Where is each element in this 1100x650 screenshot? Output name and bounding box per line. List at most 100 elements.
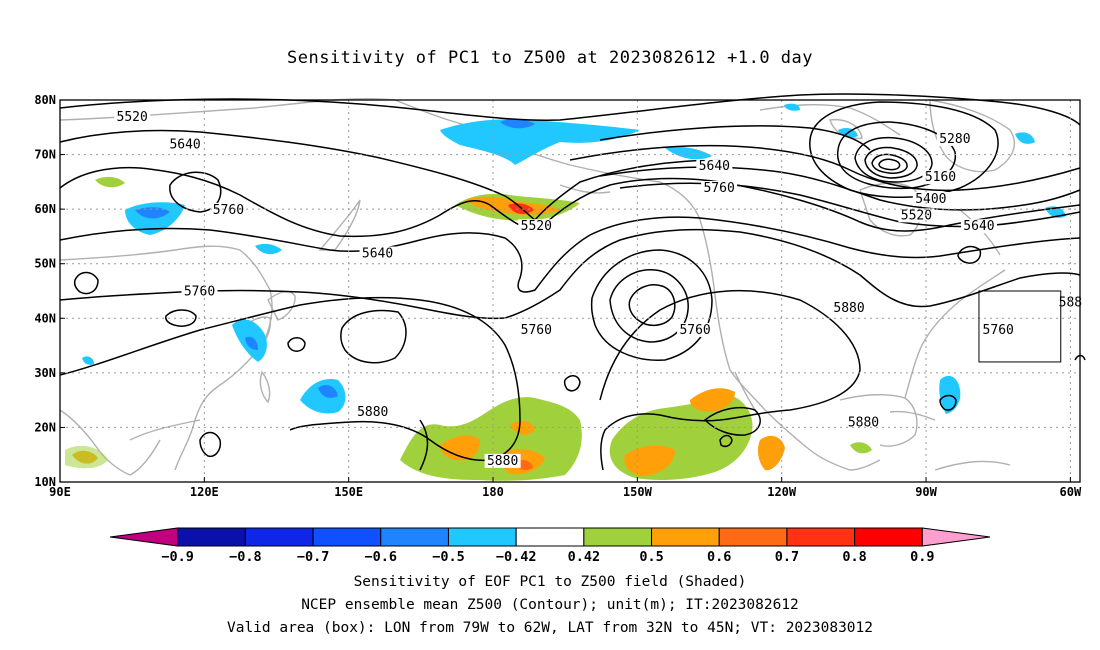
lat-label: 70N (34, 148, 56, 162)
caption-shaded: Sensitivity of EOF PC1 to Z500 field (Sh… (353, 574, 747, 590)
lon-label: 120W (767, 485, 797, 499)
contour-label: 5640 (362, 247, 393, 262)
contour-label-bg (210, 202, 247, 217)
colorbar-segment (177, 527, 246, 547)
colorbar-segment (244, 527, 314, 547)
contour-label: 588 (1059, 296, 1082, 311)
contour-labels: 5520 5640 5760 5640 5760 5520 5760 5880 5880 5760… (114, 110, 1085, 469)
lat-label: 20N (34, 420, 56, 434)
colorbar-segment (109, 527, 179, 547)
contour-label-bg (518, 219, 555, 234)
contour-label: 5760 (521, 323, 552, 338)
colorbar-segment (515, 527, 585, 547)
colorbar-segment (854, 527, 923, 547)
contour-label: 5160 (925, 170, 956, 185)
lon-label: 150E (334, 485, 363, 499)
colorbar-segment (583, 527, 653, 547)
colorbar-label: −0.5 (432, 549, 465, 565)
colorbar-label: −0.9 (161, 549, 194, 565)
contour-label-bg (677, 322, 714, 337)
map-frame (59, 99, 1081, 483)
lon-label: 150W (623, 485, 653, 499)
colorbar-segment (786, 527, 856, 547)
colorbar-label: −0.8 (229, 549, 262, 565)
lat-label: 40N (34, 311, 56, 325)
contour-label: 5760 (703, 181, 734, 196)
contour-label-bg (518, 322, 555, 337)
contour-label-bg (845, 415, 882, 430)
caption-contour: NCEP ensemble mean Z500 (Contour); unit(… (301, 597, 799, 613)
contour-label-bg (831, 301, 868, 316)
contour-label-bg (922, 170, 959, 185)
contour-label-bg (696, 159, 733, 174)
z500-contours (59, 93, 1086, 471)
lon-label: 90E (49, 485, 71, 499)
contour-label-bg (354, 404, 391, 419)
sensitivity-map: 5520 5640 5760 5640 5760 5520 5760 5880 5880 5760… (34, 93, 1086, 499)
colorbar-segment (718, 527, 788, 547)
colorbar-label: 0.7 (775, 549, 799, 565)
contour-label: 5640 (963, 219, 994, 234)
contour-label-bg (936, 131, 973, 146)
colorbar-label: −0.42 (496, 549, 537, 565)
colorbar-label: −0.6 (365, 549, 398, 565)
contour-label-bg (980, 322, 1017, 337)
positive-sensitivity-regions (65, 176, 872, 481)
graticule (60, 100, 1080, 482)
colorbar-label: 0.9 (910, 549, 934, 565)
colorbar-labels: −0.9 −0.8 −0.7 −0.6 −0.5 −0.42 0.42 0.5 0.6 0.7 0.… (161, 549, 934, 565)
contour-label: 5520 (901, 208, 932, 223)
contour-label: 5640 (169, 137, 200, 152)
contour-label-bg (181, 284, 218, 299)
contour-label: 5760 (184, 285, 215, 300)
contour-label-bg (484, 453, 521, 468)
lat-label: 50N (34, 257, 56, 271)
negative-sensitivity-regions (82, 103, 1066, 414)
caption-valid-area: Valid area (box): LON from 79W to 62W, L… (226, 620, 873, 636)
contour-label-bg (114, 110, 151, 125)
contour-label: 5520 (117, 110, 148, 125)
contour-label: 5280 (939, 132, 970, 147)
contour-label-bg (912, 191, 949, 206)
contour-label: 5880 (357, 405, 388, 420)
colorbar-segment (921, 527, 991, 547)
colorbar-segment (312, 527, 382, 547)
contour-label-bg (359, 246, 396, 261)
colorbar-segments (109, 527, 991, 547)
colorbar-label: −0.7 (297, 549, 330, 565)
lat-label: 30N (34, 366, 56, 380)
contour-label-bg (960, 219, 997, 234)
colorbar-segment (380, 527, 449, 547)
lat-label: 10N (34, 475, 56, 489)
shaded-sensitivity (65, 103, 1066, 481)
longitude-labels: 90E 120E 150E 180 150W 120W 90W 60W (49, 477, 1082, 499)
contour-label-bg (1056, 295, 1085, 310)
lon-label: 120E (190, 485, 219, 499)
contour-label: 5520 (521, 219, 552, 234)
colorbar-label: 0.6 (707, 549, 731, 565)
contour-label-bg (898, 208, 935, 223)
contour-label: 5760 (679, 323, 710, 338)
lat-label: 80N (34, 93, 56, 107)
colorbar-segment (447, 527, 517, 547)
contour-label: 5880 (848, 416, 879, 431)
contour-label-bg (701, 181, 738, 196)
colorbar-label: 0.8 (842, 549, 866, 565)
contour-label: 5400 (915, 192, 946, 207)
valid-area-box (978, 290, 1062, 363)
contour-label: 5640 (699, 159, 730, 174)
latitude-labels: 80N 70N 60N 50N 40N 30N 20N 10N (34, 93, 65, 489)
contour-label: 5760 (213, 203, 244, 218)
colorbar-label: 0.5 (639, 549, 663, 565)
colorbar-label: 0.42 (568, 549, 601, 565)
contour-label: 5880 (487, 454, 518, 469)
map-title: Sensitivity of PC1 to Z500 at 2023082612… (286, 48, 813, 68)
lon-label: 60W (1060, 485, 1082, 499)
colorbar-segment (651, 527, 720, 547)
contour-label-bg (167, 137, 204, 152)
contour-label: 5880 (833, 301, 864, 316)
lon-label: 90W (915, 485, 937, 499)
lat-label: 60N (34, 202, 56, 216)
contour-label: 5760 (983, 323, 1014, 338)
lon-label: 180 (482, 485, 504, 499)
